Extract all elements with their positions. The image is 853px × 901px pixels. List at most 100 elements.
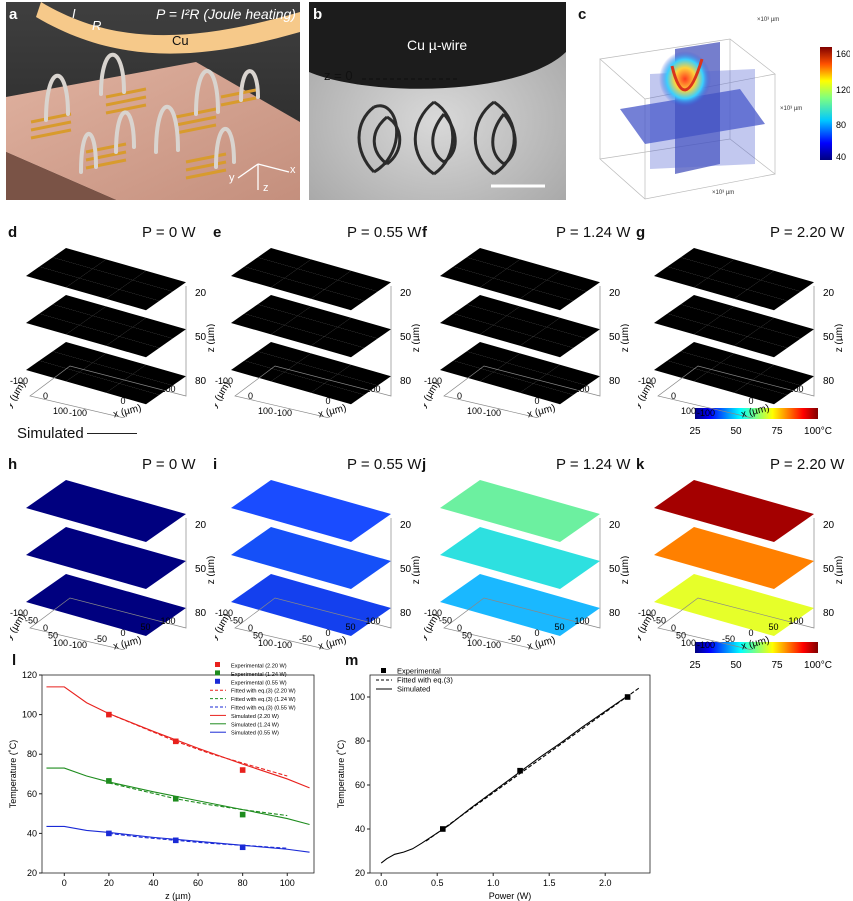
x-tick-label: -100	[483, 408, 501, 418]
panel-a-schematic	[6, 2, 300, 200]
slab-cell	[231, 313, 285, 335]
panel-k-label: k	[636, 456, 645, 473]
slab-cell	[533, 280, 587, 301]
x-tick-label: 100	[365, 384, 380, 394]
slab-cell	[39, 351, 93, 373]
slab-cell	[720, 259, 774, 281]
z-tick-label: 80	[609, 608, 621, 619]
y-tick-label: -100	[10, 608, 28, 618]
slab-cell	[52, 248, 106, 269]
y-tick-label: -100	[215, 608, 233, 618]
z-tick-label: 50	[400, 564, 412, 575]
legend-label: Experimental (1.24 W)	[231, 672, 287, 678]
x-tick-label: 100	[160, 384, 175, 394]
slab-cell	[493, 362, 547, 384]
x-axis-label: x (µm)	[740, 635, 770, 650]
slab-cell	[747, 280, 801, 301]
slab-cell	[680, 295, 734, 316]
x-tick-label: 0	[534, 396, 539, 406]
simulated-divider	[87, 433, 137, 434]
slab-cell	[493, 315, 547, 337]
data-point	[517, 767, 523, 774]
x-tick-label: 0	[120, 628, 125, 638]
z-axis-label: z (µm)	[834, 324, 843, 353]
x-tick-label: -100	[274, 408, 292, 418]
x-tick-label: -100	[697, 640, 715, 650]
panel-h-3d-plot: 205080z (µm)-100-50050100-100-50050100y …	[10, 480, 215, 650]
x-tick-label: 0	[748, 396, 753, 406]
slab-cell	[533, 327, 587, 348]
legend-label: Experimental (2.20 W)	[231, 664, 287, 670]
z-tick-label: 80	[609, 376, 621, 387]
x-tick-label: -100	[274, 640, 292, 650]
z-tick-label: 80	[823, 608, 835, 619]
slab-cell	[257, 342, 311, 363]
x-tick-label: 0	[325, 628, 330, 638]
slab-cell	[271, 278, 325, 299]
slab-cell	[26, 313, 80, 335]
z-tick-label: 80	[195, 376, 207, 387]
slab-cell	[324, 327, 378, 348]
legend-label: Simulated	[397, 685, 430, 694]
slab-cell	[694, 325, 748, 346]
y-tick-label: -100	[424, 376, 442, 386]
cu-wire-label: Cu µ-wire	[407, 37, 468, 53]
slab-cell	[506, 353, 560, 375]
slab-cell	[466, 342, 520, 363]
slab-cell	[257, 248, 311, 269]
legend-label: Fitted with eq.(3) (2.20 W)	[231, 689, 296, 695]
z-tick-label: 50	[195, 564, 207, 575]
z-tick-label: 50	[609, 332, 621, 343]
x-tick-label: 50	[140, 622, 150, 632]
colorbar-bottom: 25 50 75 100°C	[690, 642, 832, 671]
slab-surface	[231, 480, 391, 542]
slab-cell	[667, 257, 721, 279]
slab-cell	[311, 383, 365, 405]
y-tick-label: 0	[671, 391, 676, 401]
z-axis-label: z (µm)	[206, 324, 215, 353]
x-tick-label: 100	[365, 616, 380, 626]
y-tick-label: -100	[638, 608, 656, 618]
slab-cell	[284, 268, 338, 290]
axis-lines	[29, 286, 187, 418]
slab-cell	[337, 364, 391, 386]
y-tick-label: -50	[230, 616, 243, 626]
panel-d-label: d	[8, 224, 18, 241]
x-tick-label: -50	[94, 634, 107, 644]
slab-cell	[106, 383, 160, 405]
y-tick-label: 100	[467, 638, 482, 648]
slab-cell	[92, 353, 146, 375]
c-cbar-tick-0: 160°C	[836, 49, 850, 59]
slab-cell	[680, 342, 734, 363]
x-tick-label: -100	[483, 640, 501, 650]
cbar1-tick-2: 75	[771, 426, 783, 437]
slab-cell	[79, 362, 133, 384]
legend-label: Experimental (0.55 W)	[231, 680, 287, 686]
x-axis-label: x (µm)	[112, 635, 142, 650]
axis-lines	[657, 286, 815, 418]
x-tick-label: -50	[722, 634, 735, 644]
slab-surface	[231, 527, 391, 589]
z-tick-label: 20	[400, 288, 412, 299]
slab-cell	[106, 336, 160, 358]
slab-cell	[66, 278, 120, 299]
slab-cell	[720, 306, 774, 328]
x-tick-label: 0	[62, 878, 67, 888]
slab-surface	[440, 574, 600, 636]
slab-cell	[284, 315, 338, 337]
x-tick-label: -50	[508, 634, 521, 644]
legend-marker	[215, 670, 220, 676]
slab-cell	[734, 383, 788, 405]
y-tick-label: 0	[43, 623, 48, 633]
slab-cell	[231, 360, 285, 382]
y-tick-label: 100	[258, 638, 273, 648]
x-tick-label: 100	[788, 384, 803, 394]
panel-l-label: l	[12, 652, 17, 669]
c-cbar-tick-2: 80	[836, 120, 846, 130]
data-point	[239, 844, 246, 851]
slab-cell	[734, 289, 788, 311]
panel-i-label: i	[213, 456, 218, 473]
slab-cell	[707, 268, 761, 290]
z-tick-label: 80	[400, 608, 412, 619]
